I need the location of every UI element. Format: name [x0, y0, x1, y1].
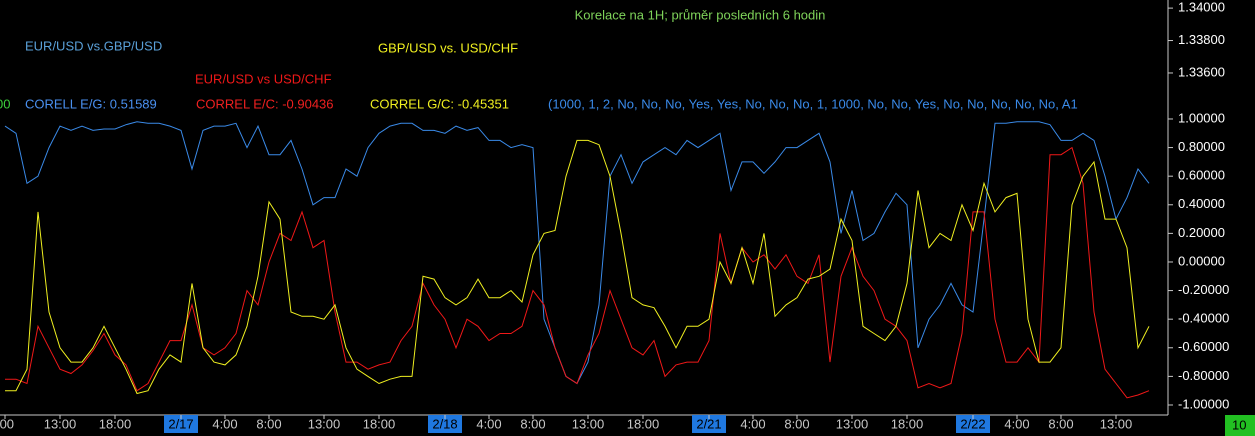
x-tick-label: 2/22 [960, 416, 985, 431]
y2-tick-label: 1.34000 [1178, 0, 1225, 15]
x-tick-label: 8:00 [1048, 416, 1073, 431]
x-tick-label: 4:00 [212, 416, 237, 431]
x-tick-label: 4:00 [740, 416, 765, 431]
x-tick-label: 8:00 [520, 416, 545, 431]
x-tick-label: 13:00 [572, 416, 605, 431]
x-tick-label: 2/21 [696, 416, 721, 431]
readout: 00 [0, 96, 10, 111]
date-highlight [692, 415, 726, 433]
y-tick-label: 0.80000 [1178, 139, 1225, 154]
y-tick-label: 0.20000 [1178, 225, 1225, 240]
series-line [4, 121, 1150, 385]
y2-tick-label: 1.33800 [1178, 32, 1225, 47]
legend-label: EUR/USD vs.GBP/USD [25, 38, 162, 53]
x-tick-label: 4:00 [1004, 416, 1029, 431]
series-line [5, 146, 1150, 399]
readout: CORREL G/C: -0.45351 [370, 96, 509, 111]
chart-title: Korelace na 1H; průměr posledních 6 hodi… [575, 7, 826, 22]
y-tick-label: -0.20000 [1178, 282, 1229, 297]
x-tick-label: 13:00 [44, 416, 77, 431]
readout: (1000, 1, 2, No, No, No, Yes, Yes, No, N… [548, 96, 1078, 111]
x-tick-label: 13:00 [308, 416, 341, 431]
date-highlight [428, 415, 462, 433]
x-tick-label: 8:00 [256, 416, 281, 431]
y-tick-label: 0.00000 [1178, 253, 1225, 268]
series-line [5, 139, 1150, 395]
y-tick-label: -1.00000 [1178, 396, 1229, 411]
y-tick-label: -0.80000 [1178, 368, 1229, 383]
date-highlight [164, 415, 198, 433]
y-tick-label: -0.60000 [1178, 339, 1229, 354]
x-tick-label: 2/18 [432, 416, 457, 431]
readout: CORELL E/G: 0.51589 [25, 96, 157, 111]
corner-box [1225, 415, 1255, 436]
legend-label: GBP/USD vs. USD/CHF [378, 40, 518, 55]
y-tick-label: 0.40000 [1178, 196, 1225, 211]
x-tick-label: 8:00 [784, 416, 809, 431]
date-highlight [956, 415, 990, 433]
x-tick-label: 13:00 [1100, 416, 1133, 431]
x-tick-label: 18:00 [99, 416, 132, 431]
x-tick-label: 18:00 [363, 416, 396, 431]
x-tick-label: 18:00 [891, 416, 924, 431]
legend-label: EUR/USD vs USD/CHF [195, 71, 332, 86]
x-tick-label: 4:00 [476, 416, 501, 431]
readout: CORREL E/C: -0.90436 [196, 96, 334, 111]
x-tick-label: 13:00 [836, 416, 869, 431]
x-tick-label: :00 [0, 416, 14, 431]
y2-tick-label: 1.33600 [1178, 64, 1225, 79]
y-tick-label: 1.00000 [1178, 110, 1225, 125]
x-tick-label: 18:00 [627, 416, 660, 431]
y-tick-label: 0.60000 [1178, 168, 1225, 183]
y-tick-label: -0.40000 [1178, 311, 1229, 326]
corner-label: 10 [1232, 417, 1246, 432]
x-tick-label: 2/17 [168, 416, 193, 431]
